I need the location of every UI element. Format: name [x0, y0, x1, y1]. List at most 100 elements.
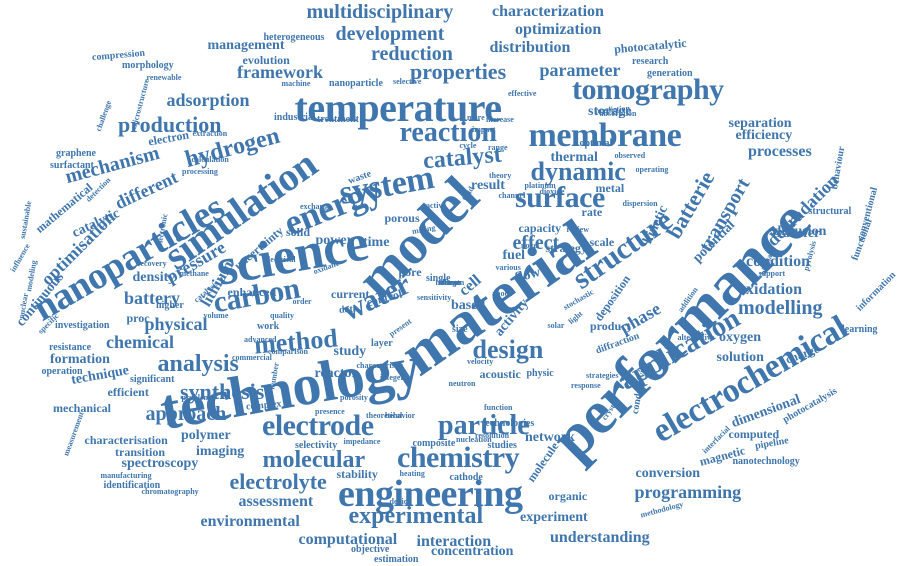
word-behaviour: behaviour: [828, 145, 847, 191]
word-various: various: [495, 263, 521, 272]
word-anode: anode: [492, 289, 513, 298]
word-engineering: engineering: [338, 473, 523, 515]
word-measurement: measurement: [61, 410, 86, 458]
word-problem: problem: [181, 393, 211, 402]
word-adsorption: adsorption: [166, 90, 250, 110]
word-concentration: concentration: [431, 544, 514, 559]
word-formation: formation: [50, 352, 110, 367]
word-size: size: [452, 324, 468, 335]
word-observed: observed: [614, 151, 646, 160]
word-operating: operating: [635, 165, 669, 174]
word-significant: significant: [130, 374, 175, 385]
word-design: design: [472, 335, 544, 364]
word-nature: nature: [438, 278, 462, 287]
word-dispersion: dispersion: [622, 199, 658, 208]
word-quality: quality: [270, 311, 295, 320]
word-heating: heating: [399, 469, 425, 478]
word-production: production: [118, 112, 222, 137]
word-current: current: [331, 287, 370, 301]
word-separation: separation: [728, 116, 792, 131]
word-conventional: conventional: [855, 186, 881, 242]
word-mechanical: mechanical: [53, 401, 111, 415]
word-evolution: evolution: [242, 53, 290, 67]
word-physical: physical: [144, 314, 208, 334]
word-transition: transition: [115, 445, 166, 459]
word-theoretical: theoretical: [366, 411, 403, 420]
word-tomography: tomography: [572, 73, 724, 106]
word-data: data: [338, 303, 358, 316]
word-treatment: treatment: [317, 114, 360, 125]
word-battery: battery: [124, 288, 180, 308]
word-effective: effective: [508, 89, 537, 98]
word-effect: effect: [512, 232, 560, 254]
word-interaction: interaction: [416, 533, 492, 550]
word-based: based: [451, 298, 486, 313]
word-calculation: calculation: [191, 155, 229, 164]
word-physic: physic: [526, 368, 554, 379]
word-solution: solution: [716, 350, 764, 365]
word-distribution: distribution: [489, 39, 571, 56]
word-cathode: cathode: [449, 472, 483, 483]
word-order: order: [292, 297, 312, 306]
word-support: support: [758, 269, 786, 278]
word-machine: machine: [281, 79, 311, 88]
word-operation: operation: [41, 366, 83, 377]
word-molecular: molecular: [262, 447, 366, 473]
word-properties: properties: [410, 59, 507, 84]
word-pore: pore: [398, 265, 422, 279]
word-estimation: estimation: [374, 554, 419, 565]
word-active: active: [426, 201, 446, 210]
word-assessment: assessment: [238, 493, 314, 510]
word-metal: metal: [595, 181, 625, 195]
word-electrolyte: electrolyte: [229, 469, 327, 494]
word-platinum: platinum: [524, 181, 556, 190]
word-chemistry: chemistry: [397, 441, 520, 474]
word-structural: structural: [808, 206, 852, 217]
word-computed: computed: [728, 427, 780, 441]
word-membrane: membrane: [528, 117, 682, 154]
word-experiment: experiment: [520, 510, 588, 525]
word-efficient: efficient: [107, 385, 149, 399]
word-fuel: fuel: [502, 248, 526, 263]
word-capacity: capacity: [518, 221, 562, 235]
word-nitrogen: nitrogen: [435, 278, 465, 287]
word-investigation: investigation: [55, 320, 110, 331]
word-resolution: resolution: [475, 431, 510, 440]
word-novel: novel: [521, 241, 540, 250]
word-silicon: silicon: [439, 278, 461, 287]
word-sustainable: sustainable: [17, 200, 34, 240]
word-wave: wave: [441, 278, 459, 287]
word-approach: approach: [145, 403, 227, 425]
word-dioxide: dioxide: [539, 187, 565, 196]
word-efficiency: efficiency: [735, 128, 793, 143]
word-strategies: strategies: [586, 371, 619, 380]
word-processes: processes: [748, 143, 812, 160]
word-different: different: [111, 166, 181, 214]
word-result: result: [471, 178, 505, 193]
word-multidisciplinary: multidisciplinary: [306, 1, 454, 23]
word-more: more: [467, 113, 485, 122]
word-rate: rate: [581, 205, 603, 219]
word-resistance: resistance: [49, 342, 92, 353]
word-range: range: [488, 143, 508, 152]
word-advanced: advanced: [244, 335, 277, 344]
word-framework: framework: [237, 62, 323, 82]
word-higher: higher: [156, 300, 184, 311]
word-presence: presence: [315, 407, 345, 416]
word-manufacturing: manufacturing: [100, 471, 152, 480]
word-organic: organic: [548, 489, 588, 503]
word-graphene: graphene: [56, 148, 96, 159]
word-learning: learning: [842, 324, 878, 335]
word-impedance: impedance: [343, 437, 381, 446]
word-molecule: molecule: [523, 439, 561, 485]
word-imaging: imaging: [196, 444, 245, 459]
word-condition: condition: [746, 253, 811, 270]
word-characterisation: characterisation: [84, 433, 168, 447]
word-heterogeneous: heterogeneous: [263, 32, 325, 43]
word-environmental: environmental: [200, 513, 300, 530]
word-transfer: transfer: [772, 226, 821, 241]
word-scale: scale: [589, 235, 615, 249]
word-cycle: cycle: [459, 141, 477, 150]
word-reaction: reaction: [399, 117, 497, 148]
word-information: information: [853, 269, 898, 314]
